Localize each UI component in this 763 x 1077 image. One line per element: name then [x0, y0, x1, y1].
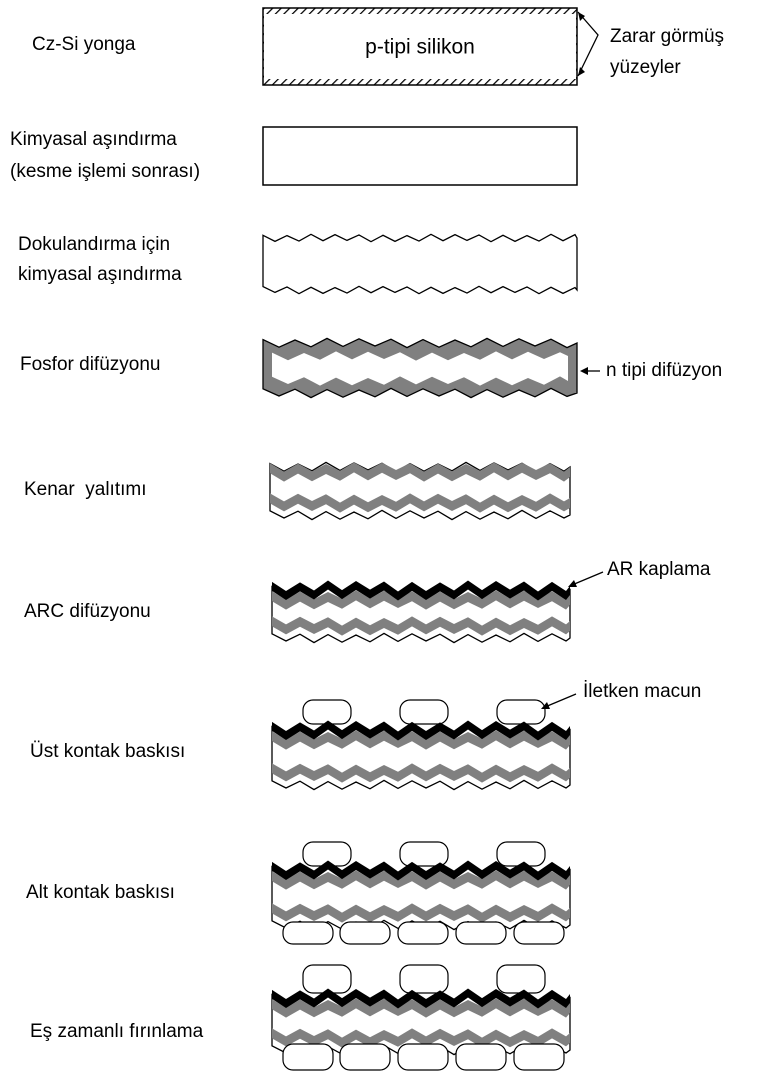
annotation: n tipi difüzyon — [606, 360, 722, 381]
contact-paste — [339, 921, 391, 945]
arrowhead — [541, 702, 550, 709]
contact-paste — [397, 921, 449, 945]
contact-paste — [282, 1043, 334, 1071]
annotation: yüzeyler — [610, 57, 681, 78]
contact-paste — [302, 699, 352, 725]
arrow — [544, 693, 577, 708]
arrowheads — [578, 12, 585, 76]
contact-paste — [455, 921, 507, 945]
step-label: (kesme işlemi sonrası) — [10, 161, 200, 182]
step-label: ARC difüzyonu — [24, 601, 151, 622]
contact-paste — [339, 1043, 391, 1071]
step-label: Alt kontak baskısı — [26, 882, 175, 903]
arrowhead — [580, 367, 588, 375]
layer-band — [270, 493, 570, 513]
step-label: Dokulandırma için — [18, 234, 170, 255]
wafer-body — [272, 351, 568, 386]
annotation: İletken macun — [583, 681, 701, 702]
arrowhead — [568, 580, 577, 587]
contact-paste — [399, 699, 449, 725]
layers — [262, 233, 578, 1071]
wafer-core — [264, 14, 576, 79]
contact-paste — [399, 841, 449, 867]
step-label: Kenar yalıtımı — [24, 479, 147, 500]
annotation: AR kaplama — [607, 559, 711, 580]
layer-band — [272, 870, 570, 890]
contact-paste — [496, 964, 546, 994]
step-label: Cz-Si yonga — [32, 34, 136, 55]
contact-paste — [496, 699, 546, 725]
step-label: kimyasal aşındırma — [18, 264, 182, 285]
layer-band — [272, 580, 570, 601]
layer-band — [272, 590, 570, 610]
arrow — [571, 571, 604, 586]
contact-paste — [302, 964, 352, 994]
layer-band — [272, 860, 570, 881]
layer-band — [272, 616, 570, 636]
step-label: Fosfor difüzyonu — [20, 354, 160, 375]
contact-paste — [399, 964, 449, 994]
contact-paste — [513, 921, 565, 945]
step-label: Üst kontak baskısı — [30, 741, 185, 762]
contact-paste — [513, 1043, 565, 1071]
layer-band — [272, 730, 570, 750]
contact-paste — [397, 1043, 449, 1071]
contact-paste — [282, 921, 334, 945]
layer-band — [272, 1028, 570, 1048]
contact-paste — [496, 841, 546, 867]
annotation: Zarar görmüş — [610, 26, 724, 47]
layer-band — [272, 763, 570, 783]
etched-wafer — [262, 126, 578, 186]
layer-band — [272, 720, 570, 741]
contact-paste — [455, 1043, 507, 1071]
layer-band — [272, 988, 570, 1009]
layer-band — [270, 462, 570, 482]
wafer-label: p-tipi silikon — [365, 36, 475, 59]
wafer-body — [262, 233, 578, 295]
bracket — [577, 11, 599, 77]
step-label: Eş zamanlı fırınlama — [30, 1021, 204, 1042]
step-label: Kimyasal aşındırma — [10, 129, 177, 150]
layer-band — [272, 998, 570, 1018]
layer-band — [272, 903, 570, 923]
